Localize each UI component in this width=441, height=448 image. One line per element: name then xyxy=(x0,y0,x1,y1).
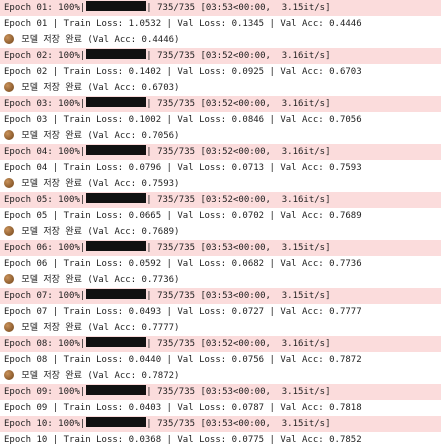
epoch-block: Epoch 07: 100%| | 735/735 [03:53<00:00, 3… xyxy=(0,288,441,336)
saved-message: 모델 저장 완료 (Val Acc: 0.7056) xyxy=(16,131,180,141)
progress-prefix: Epoch 06: 100%| xyxy=(4,243,86,253)
disk-icon xyxy=(4,322,14,332)
progress-line: Epoch 04: 100%| | 735/735 [03:52<00:00, 3… xyxy=(0,144,441,160)
saved-message: 모델 저장 완료 (Val Acc: 0.7593) xyxy=(16,179,180,189)
progress-bar xyxy=(86,385,147,395)
metrics-line: Epoch 07 | Train Loss: 0.0493 | Val Loss… xyxy=(0,304,441,320)
metrics-line: Epoch 05 | Train Loss: 0.0665 | Val Loss… xyxy=(0,208,441,224)
progress-prefix: Epoch 08: 100%| xyxy=(4,339,86,349)
disk-icon xyxy=(4,226,14,236)
progress-prefix: Epoch 03: 100%| xyxy=(4,99,86,109)
progress-bar xyxy=(86,289,147,299)
progress-suffix: | 735/735 [03:53<00:00, 3.15it/s] xyxy=(146,3,331,13)
epoch-block: Epoch 05: 100%| | 735/735 [03:52<00:00, 3… xyxy=(0,192,441,240)
saved-message: 모델 저장 완료 (Val Acc: 0.7736) xyxy=(16,275,180,285)
metrics-line: Epoch 03 | Train Loss: 0.1002 | Val Loss… xyxy=(0,112,441,128)
progress-bar xyxy=(86,145,147,155)
progress-suffix: | 735/735 [03:52<00:00, 3.16it/s] xyxy=(146,195,331,205)
epoch-block: Epoch 01: 100%| | 735/735 [03:53<00:00, 3… xyxy=(0,0,441,48)
epoch-block: Epoch 09: 100%| | 735/735 [03:53<00:00, 3… xyxy=(0,384,441,416)
epoch-block: Epoch 08: 100%| | 735/735 [03:52<00:00, 3… xyxy=(0,336,441,384)
saved-message: 모델 저장 완료 (Val Acc: 0.7872) xyxy=(16,371,180,381)
progress-prefix: Epoch 04: 100%| xyxy=(4,147,86,157)
progress-prefix: Epoch 09: 100%| xyxy=(4,387,86,397)
progress-bar xyxy=(86,193,147,203)
progress-suffix: | 735/735 [03:53<00:00, 3.15it/s] xyxy=(146,419,331,429)
saved-line: 모델 저장 완료 (Val Acc: 0.7736) xyxy=(0,272,441,288)
metrics-line: Epoch 02 | Train Loss: 0.1402 | Val Loss… xyxy=(0,64,441,80)
progress-line: Epoch 07: 100%| | 735/735 [03:53<00:00, 3… xyxy=(0,288,441,304)
disk-icon xyxy=(4,274,14,284)
disk-icon xyxy=(4,178,14,188)
saved-message: 모델 저장 완료 (Val Acc: 0.7689) xyxy=(16,227,180,237)
disk-icon xyxy=(4,370,14,380)
progress-line: Epoch 03: 100%| | 735/735 [03:52<00:00, 3… xyxy=(0,96,441,112)
epoch-block: Epoch 06: 100%| | 735/735 [03:53<00:00, 3… xyxy=(0,240,441,288)
metrics-line: Epoch 01 | Train Loss: 1.0532 | Val Loss… xyxy=(0,16,441,32)
progress-bar xyxy=(86,417,147,427)
progress-line: Epoch 02: 100%| | 735/735 [03:52<00:00, 3… xyxy=(0,48,441,64)
progress-suffix: | 735/735 [03:52<00:00, 3.16it/s] xyxy=(146,51,331,61)
disk-icon xyxy=(4,130,14,140)
epoch-block: Epoch 02: 100%| | 735/735 [03:52<00:00, 3… xyxy=(0,48,441,96)
disk-icon xyxy=(4,82,14,92)
metrics-line: Epoch 09 | Train Loss: 0.0403 | Val Loss… xyxy=(0,400,441,416)
progress-line: Epoch 05: 100%| | 735/735 [03:52<00:00, 3… xyxy=(0,192,441,208)
saved-line: 모델 저장 완료 (Val Acc: 0.7777) xyxy=(0,320,441,336)
progress-suffix: | 735/735 [03:52<00:00, 3.16it/s] xyxy=(146,147,331,157)
progress-bar xyxy=(86,1,147,11)
progress-bar xyxy=(86,241,147,251)
progress-line: Epoch 06: 100%| | 735/735 [03:53<00:00, 3… xyxy=(0,240,441,256)
progress-prefix: Epoch 02: 100%| xyxy=(4,51,86,61)
progress-suffix: | 735/735 [03:53<00:00, 3.15it/s] xyxy=(146,291,331,301)
saved-line: 모델 저장 완료 (Val Acc: 0.7689) xyxy=(0,224,441,240)
progress-line: Epoch 01: 100%| | 735/735 [03:53<00:00, 3… xyxy=(0,0,441,16)
progress-bar xyxy=(86,49,147,59)
progress-line: Epoch 09: 100%| | 735/735 [03:53<00:00, 3… xyxy=(0,384,441,400)
saved-line: 모델 저장 완료 (Val Acc: 0.6703) xyxy=(0,80,441,96)
progress-line: Epoch 08: 100%| | 735/735 [03:52<00:00, 3… xyxy=(0,336,441,352)
epoch-block: Epoch 04: 100%| | 735/735 [03:52<00:00, 3… xyxy=(0,144,441,192)
progress-suffix: | 735/735 [03:53<00:00, 3.15it/s] xyxy=(146,387,331,397)
progress-bar xyxy=(86,97,147,107)
metrics-line: Epoch 10 | Train Loss: 0.0368 | Val Loss… xyxy=(0,432,441,448)
saved-message: 모델 저장 완료 (Val Acc: 0.4446) xyxy=(16,35,180,45)
metrics-line: Epoch 06 | Train Loss: 0.0592 | Val Loss… xyxy=(0,256,441,272)
saved-message: 모델 저장 완료 (Val Acc: 0.6703) xyxy=(16,83,180,93)
epoch-block: Epoch 10: 100%| | 735/735 [03:53<00:00, 3… xyxy=(0,416,441,448)
saved-line: 모델 저장 완료 (Val Acc: 0.7056) xyxy=(0,128,441,144)
progress-suffix: | 735/735 [03:52<00:00, 3.16it/s] xyxy=(146,99,331,109)
metrics-line: Epoch 04 | Train Loss: 0.0796 | Val Loss… xyxy=(0,160,441,176)
saved-line: 모델 저장 완료 (Val Acc: 0.7593) xyxy=(0,176,441,192)
progress-prefix: Epoch 05: 100%| xyxy=(4,195,86,205)
metrics-line: Epoch 08 | Train Loss: 0.0440 | Val Loss… xyxy=(0,352,441,368)
saved-line: 모델 저장 완료 (Val Acc: 0.7872) xyxy=(0,368,441,384)
disk-icon xyxy=(4,34,14,44)
saved-line: 모델 저장 완료 (Val Acc: 0.4446) xyxy=(0,32,441,48)
saved-message: 모델 저장 완료 (Val Acc: 0.7777) xyxy=(16,323,180,333)
epoch-block: Epoch 03: 100%| | 735/735 [03:52<00:00, 3… xyxy=(0,96,441,144)
progress-suffix: | 735/735 [03:53<00:00, 3.15it/s] xyxy=(146,243,331,253)
progress-prefix: Epoch 10: 100%| xyxy=(4,419,86,429)
progress-bar xyxy=(86,337,147,347)
progress-prefix: Epoch 01: 100%| xyxy=(4,3,86,13)
progress-prefix: Epoch 07: 100%| xyxy=(4,291,86,301)
progress-suffix: | 735/735 [03:52<00:00, 3.16it/s] xyxy=(146,339,331,349)
progress-line: Epoch 10: 100%| | 735/735 [03:53<00:00, 3… xyxy=(0,416,441,432)
